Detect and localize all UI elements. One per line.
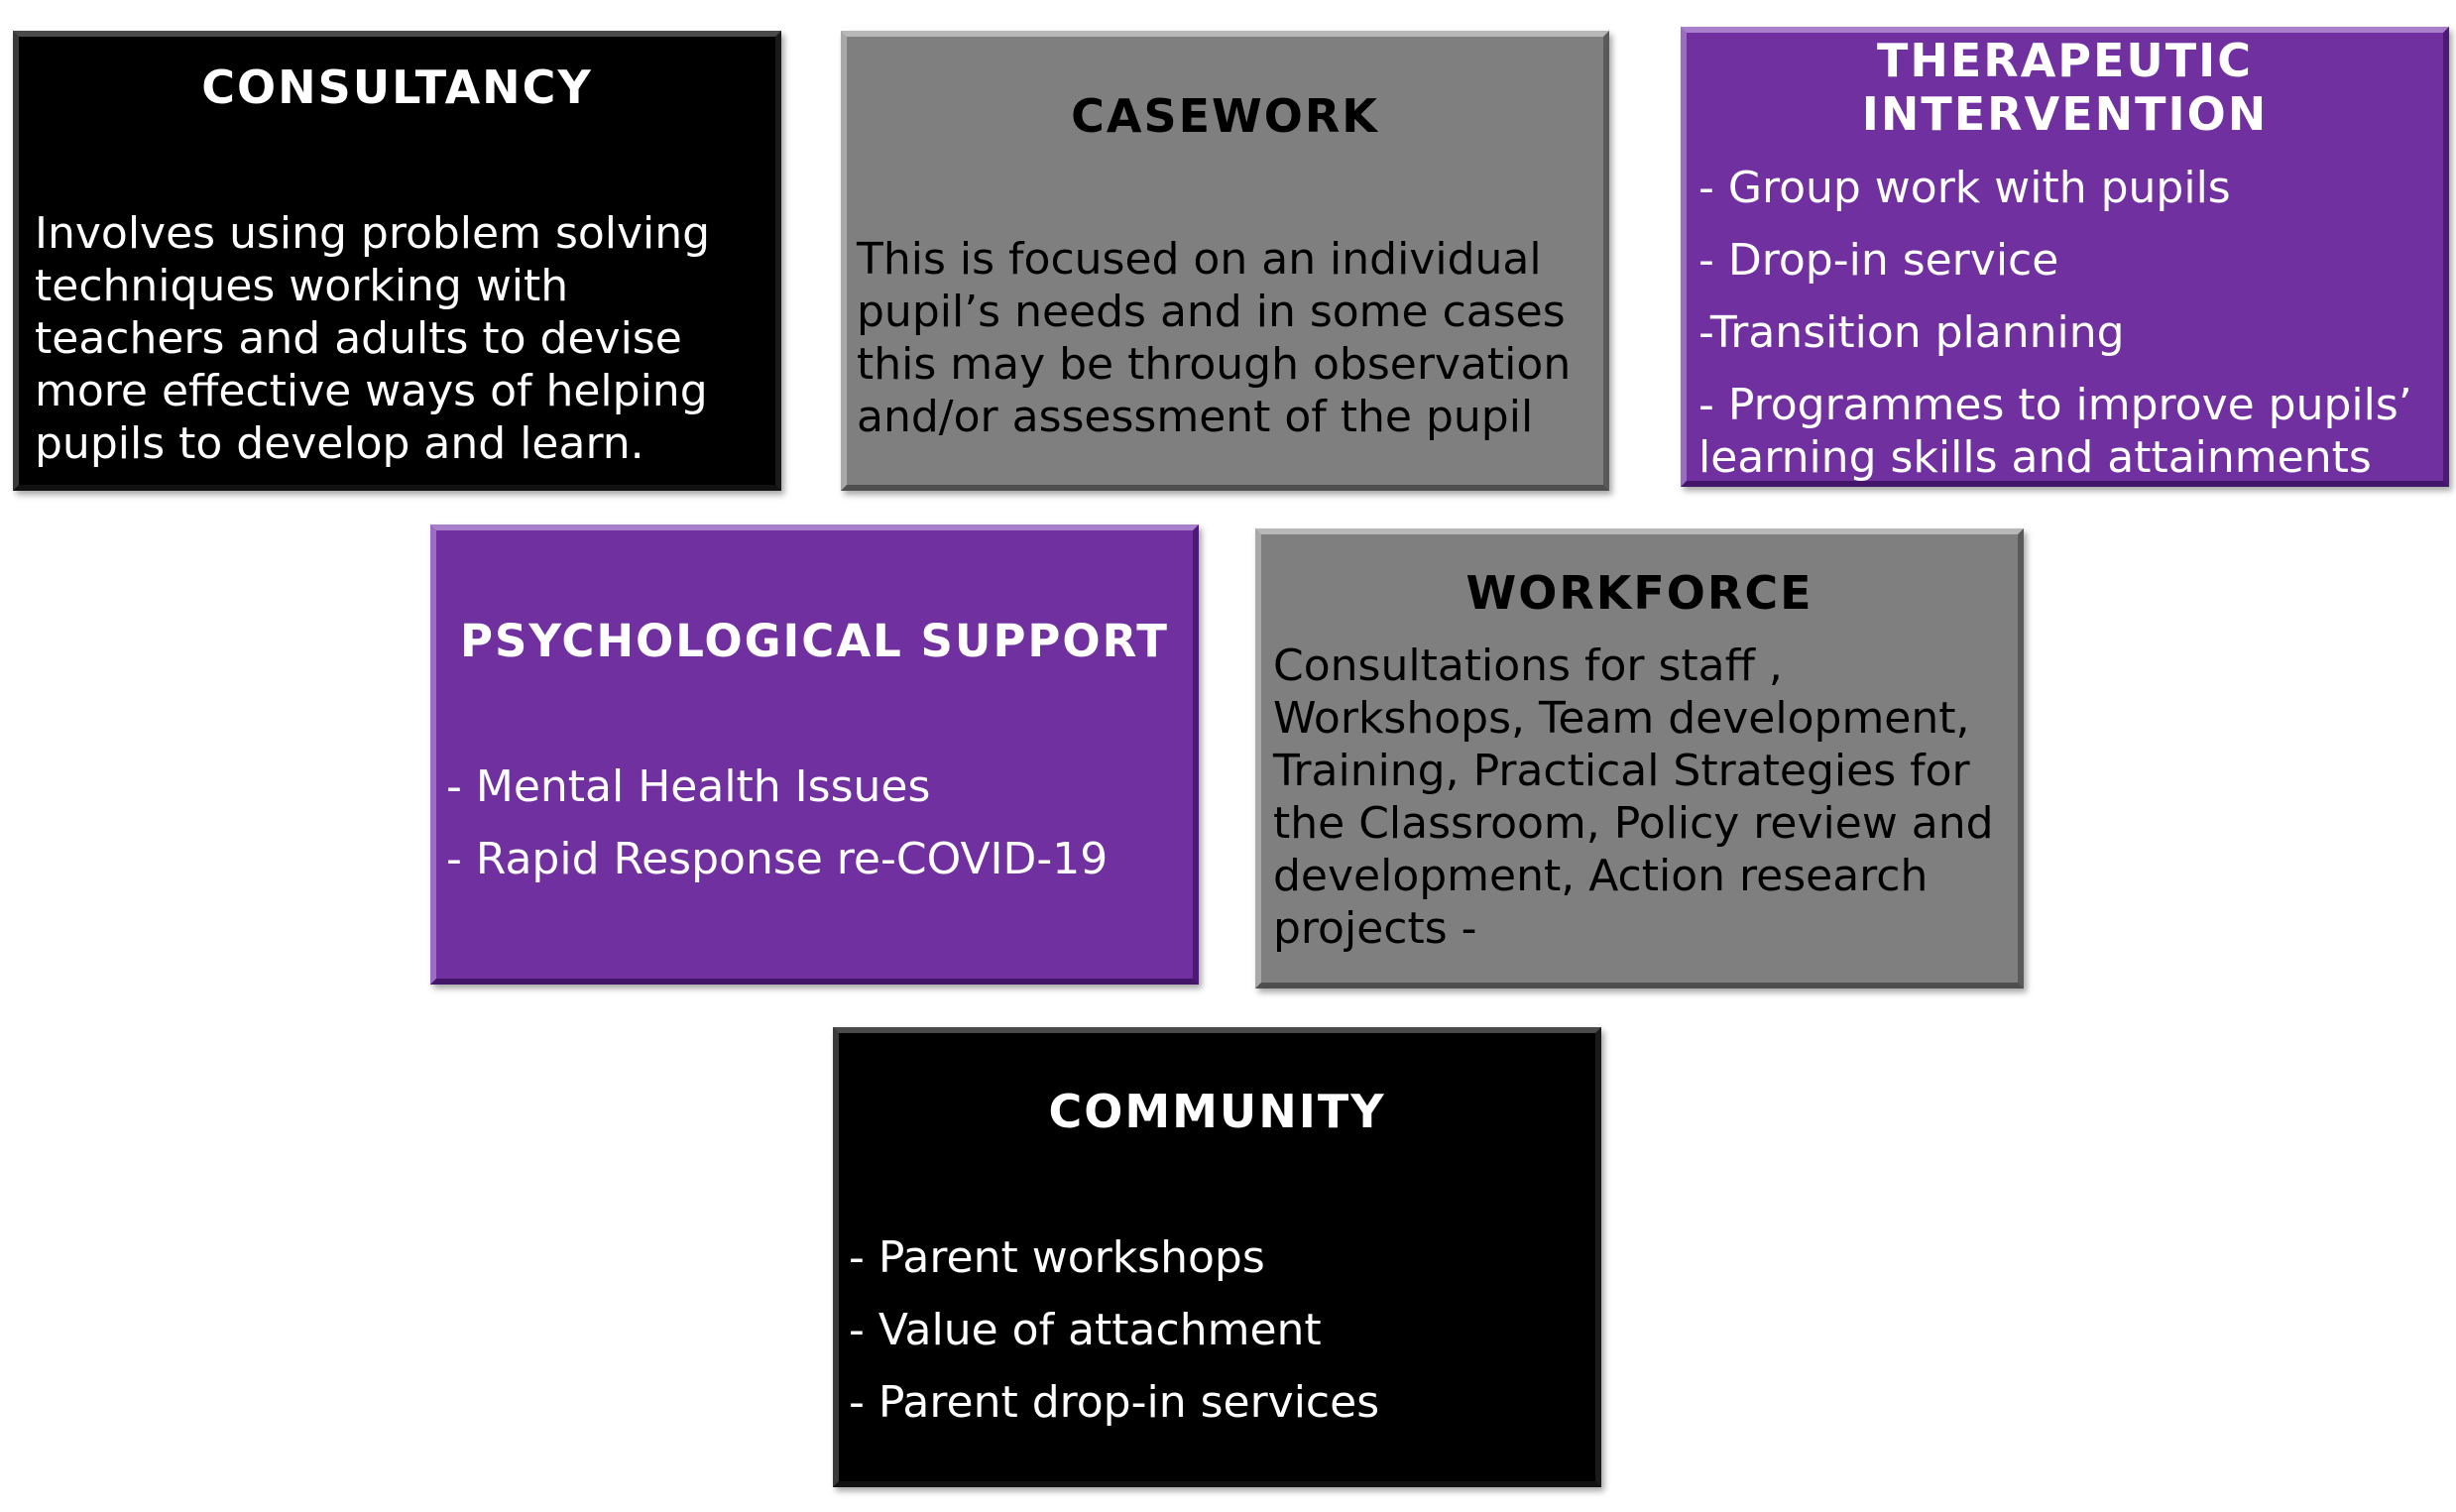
community-title: COMMUNITY xyxy=(1048,1085,1386,1138)
list-item: - Programmes to improve pupils’ learning… xyxy=(1698,380,2412,483)
list-item: - Parent workshops xyxy=(849,1232,1265,1283)
therapeutic-title-line2: INTERVENTION xyxy=(1861,87,2269,141)
community-list: - Parent workshops - Value of attachment… xyxy=(849,1231,1592,1429)
therapeutic-title-line1: THERAPEUTIC xyxy=(1876,34,2254,87)
list-item: - Parent drop-in services xyxy=(849,1377,1380,1428)
therapeutic-intervention-box: THERAPEUTIC INTERVENTION - Group work wi… xyxy=(1681,27,2449,487)
psychological-list: - Mental Health Issues - Rapid Response … xyxy=(446,760,1190,885)
workforce-box: WORKFORCE Consultations for staff , Work… xyxy=(1255,528,2024,989)
psychological-support-box: PSYCHOLOGICAL SUPPORT - Mental Health Is… xyxy=(430,524,1199,985)
casework-box: CASEWORK This is focused on an individua… xyxy=(841,31,1609,491)
psychological-title: PSYCHOLOGICAL SUPPORT xyxy=(459,615,1169,667)
consultancy-title: CONSULTANCY xyxy=(201,60,593,114)
workforce-text: Consultations for staff , Workshops, Tea… xyxy=(1273,640,1994,954)
list-item: - Mental Health Issues xyxy=(446,761,931,812)
consultancy-text: Involves using problem solving technique… xyxy=(35,208,711,469)
casework-text: This is focused on an individual pupil’s… xyxy=(857,234,1572,442)
list-item: - Rapid Response re-COVID-19 xyxy=(446,834,1109,884)
workforce-title: WORKFORCE xyxy=(1465,566,1813,620)
consultancy-box: CONSULTANCY Involves using problem solvi… xyxy=(13,31,781,491)
list-item: -Transition planning xyxy=(1698,307,2125,358)
community-box: COMMUNITY - Parent workshops - Value of … xyxy=(833,1027,1601,1487)
therapeutic-list: - Group work with pupils - Drop-in servi… xyxy=(1698,162,2442,484)
casework-title: CASEWORK xyxy=(1071,89,1379,143)
list-item: - Drop-in service xyxy=(1698,235,2059,286)
list-item: - Value of attachment xyxy=(849,1305,1322,1355)
list-item: - Group work with pupils xyxy=(1698,163,2231,213)
